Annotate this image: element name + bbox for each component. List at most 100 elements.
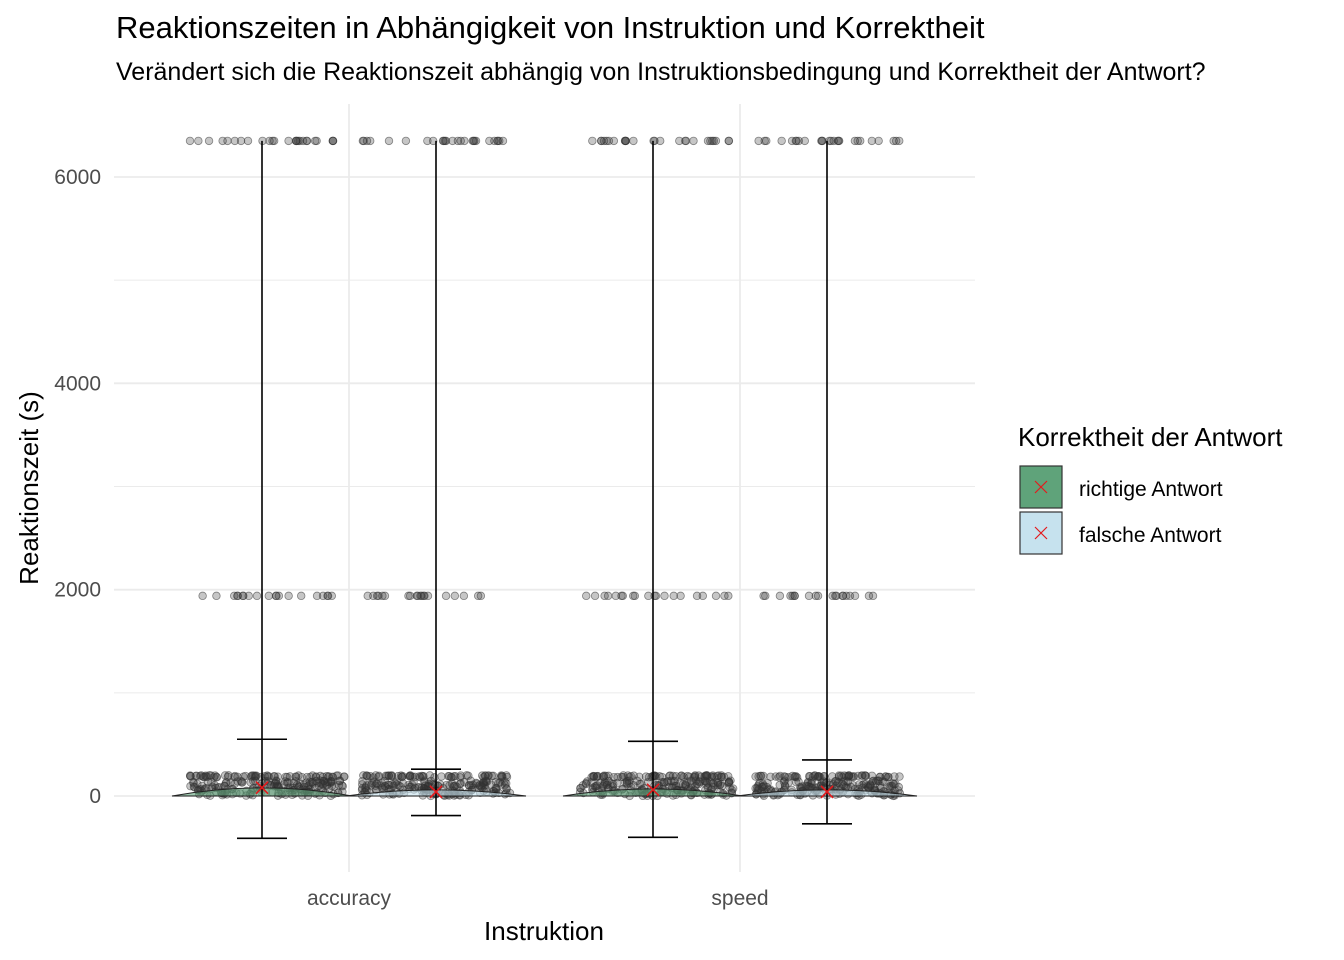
data-point — [874, 776, 883, 786]
data-point — [194, 136, 203, 146]
data-point — [478, 771, 487, 780]
data-point — [842, 771, 851, 781]
data-point — [302, 136, 312, 146]
data-point — [455, 779, 465, 789]
legend-title: Korrektheit der Antwort — [1018, 422, 1283, 452]
legend: Korrektheit der Antwort richtige Antwort… — [1018, 422, 1283, 555]
data-point — [724, 777, 734, 787]
data-point — [197, 771, 206, 780]
data-point — [861, 771, 870, 780]
data-point — [855, 780, 864, 789]
data-point — [185, 136, 195, 146]
data-point — [471, 778, 481, 788]
data-point — [378, 591, 387, 601]
error-bars — [171, 140, 918, 840]
mean-cross — [820, 785, 834, 799]
data-point — [759, 771, 768, 781]
mean-markers — [255, 781, 834, 799]
data-point — [724, 591, 733, 601]
y-tick-label: 6000 — [54, 166, 101, 189]
data-point — [284, 136, 293, 146]
data-point — [233, 591, 242, 601]
data-point — [874, 136, 883, 146]
y-tick-label: 2000 — [54, 579, 101, 602]
data-point — [308, 771, 317, 780]
data-point — [212, 591, 221, 601]
data-point — [788, 771, 797, 781]
data-point — [798, 782, 807, 791]
data-point — [249, 776, 258, 786]
data-point — [599, 780, 609, 789]
data-point — [473, 591, 483, 601]
data-point — [681, 136, 690, 146]
data-point — [185, 771, 195, 780]
data-point — [392, 780, 401, 789]
data-point — [754, 136, 763, 146]
data-point — [459, 591, 469, 601]
data-point — [201, 771, 211, 780]
data-point — [271, 778, 280, 788]
data-point — [469, 136, 478, 146]
data-point — [834, 771, 844, 780]
data-point — [842, 776, 851, 786]
data-point — [890, 772, 899, 781]
data-point — [264, 591, 273, 601]
data-point — [366, 136, 375, 146]
legend-label-richtige: richtige Antwort — [1079, 478, 1223, 501]
data-point — [291, 772, 300, 782]
data-point — [334, 780, 344, 790]
data-point — [252, 591, 262, 601]
data-point — [598, 781, 608, 791]
data-point — [647, 772, 656, 782]
data-point — [710, 772, 719, 782]
data-point — [675, 136, 684, 146]
data-point — [456, 136, 465, 146]
data-point — [392, 777, 401, 786]
data-point — [302, 778, 311, 787]
data-point — [689, 773, 699, 782]
data-point — [775, 591, 785, 601]
data-point — [274, 591, 284, 601]
y-tick-label: 0 — [89, 785, 101, 808]
data-point — [788, 591, 797, 601]
data-point — [198, 591, 207, 601]
data-point — [236, 136, 246, 146]
data-point — [423, 591, 433, 601]
data-point — [832, 591, 841, 601]
data-point — [881, 772, 891, 781]
data-point — [210, 771, 220, 780]
data-point — [895, 136, 904, 146]
data-point — [804, 591, 814, 601]
data-point — [635, 779, 645, 789]
data-point — [710, 781, 719, 790]
data-point — [850, 591, 860, 601]
data-point — [864, 591, 874, 601]
data-point — [310, 136, 320, 146]
data-point — [438, 136, 448, 146]
data-point — [630, 591, 640, 601]
y-axis-ticks: 0 2000 4000 6000 — [54, 166, 101, 808]
data-point — [230, 772, 239, 782]
data-point — [397, 772, 406, 781]
data-point — [759, 781, 769, 790]
data-point — [447, 773, 456, 782]
grid-lines — [114, 104, 975, 872]
data-point — [423, 136, 432, 146]
data-point — [428, 136, 438, 146]
data-point — [318, 591, 328, 601]
data-point — [405, 591, 415, 601]
data-point — [230, 591, 239, 601]
data-point — [374, 772, 383, 782]
data-point — [794, 136, 804, 146]
data-point — [660, 591, 669, 601]
data-point — [792, 136, 801, 146]
y-axis-title: Reaktionszeit (s) — [14, 391, 44, 585]
mean-cross — [429, 785, 443, 799]
data-point — [759, 591, 768, 601]
data-point — [312, 591, 322, 601]
data-point — [269, 136, 279, 146]
data-point — [381, 771, 390, 781]
data-point — [272, 591, 281, 601]
data-point — [850, 136, 860, 146]
data-point — [384, 136, 394, 146]
